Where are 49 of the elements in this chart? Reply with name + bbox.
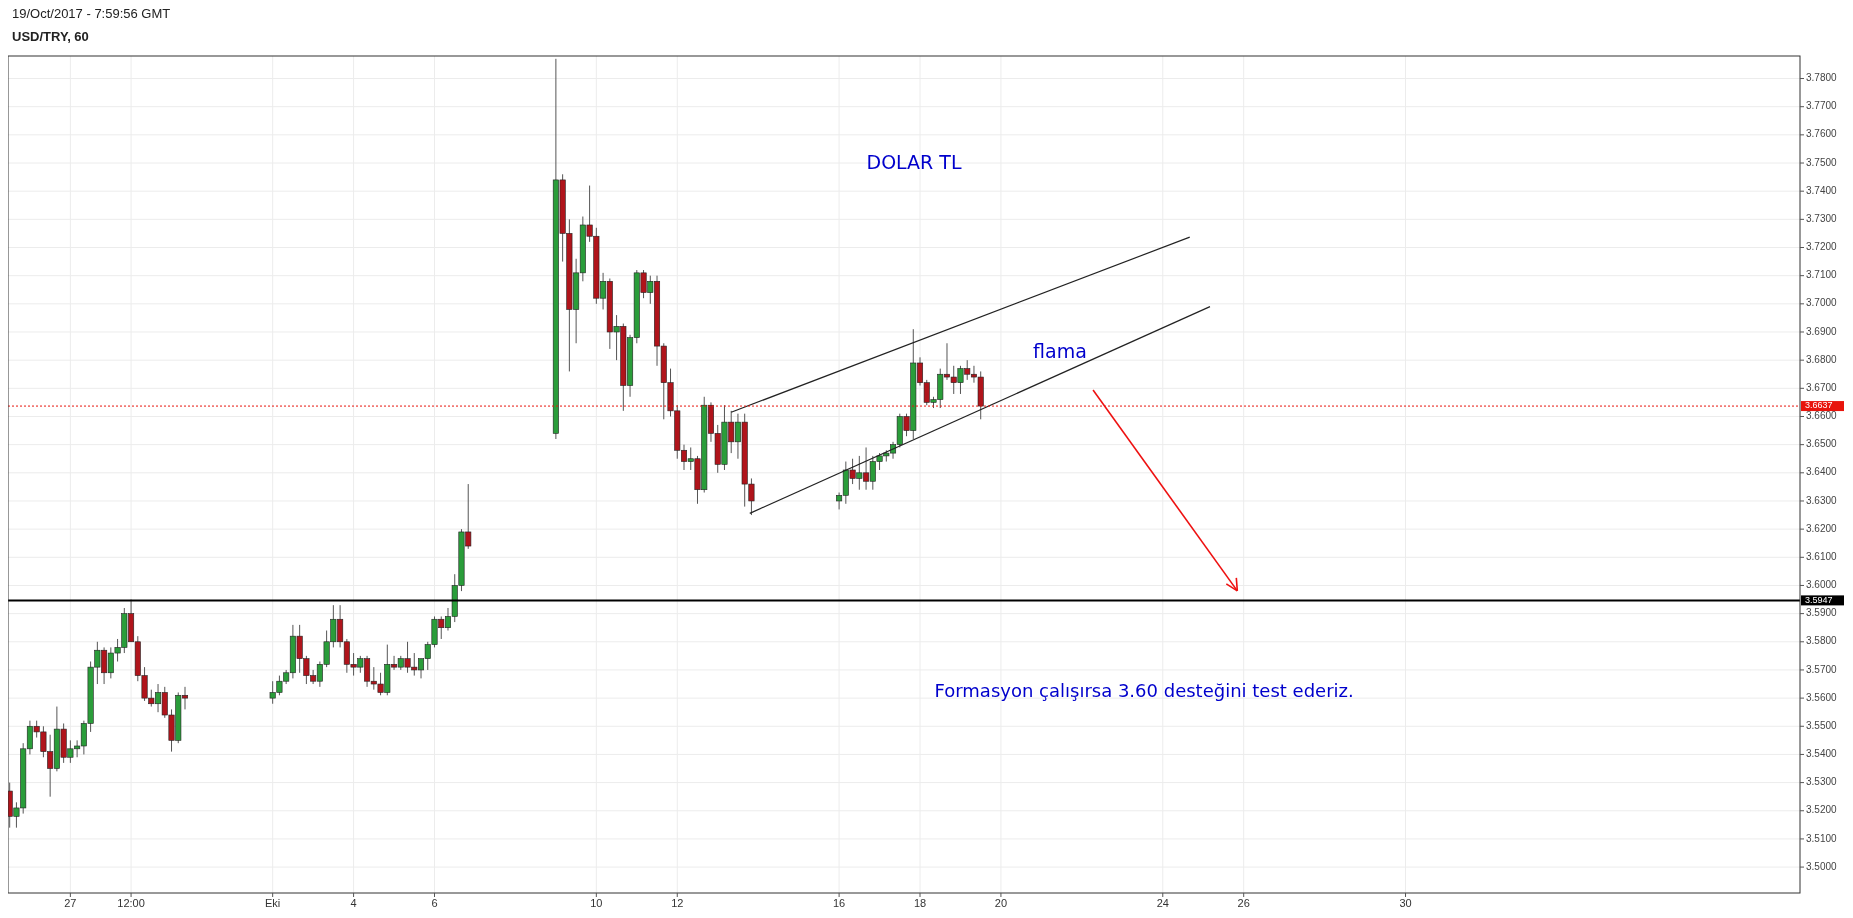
x-tick-label: 26 bbox=[1237, 897, 1250, 909]
y-tick-label: 3.5000 bbox=[1806, 860, 1838, 872]
y-tick-label: 3.7300 bbox=[1806, 212, 1838, 224]
y-tick-label: 3.5600 bbox=[1806, 691, 1838, 703]
y-tick-label: 3.7100 bbox=[1806, 269, 1838, 281]
y-tick-label: 3.7500 bbox=[1806, 156, 1838, 168]
y-tick-label: 3.6900 bbox=[1806, 325, 1838, 337]
x-tick-label: 30 bbox=[1399, 897, 1412, 909]
x-tick-label: 18 bbox=[913, 897, 927, 909]
y-tick-label: 3.6400 bbox=[1806, 466, 1838, 478]
y-tick-label: 3.6800 bbox=[1806, 353, 1838, 365]
x-tick-label: 20 bbox=[994, 897, 1008, 909]
x-tick-label: Eki bbox=[265, 897, 281, 909]
y-tick-label: 3.6000 bbox=[1806, 579, 1838, 591]
y-tick-label: 3.7200 bbox=[1806, 241, 1838, 253]
y-tick-label: 3.6300 bbox=[1806, 494, 1838, 506]
x-tick-label: 4 bbox=[350, 897, 357, 909]
y-tick-label: 3.5200 bbox=[1806, 804, 1838, 816]
y-tick-label: 3.5400 bbox=[1806, 748, 1838, 760]
y-tick-label: 3.6100 bbox=[1806, 550, 1838, 562]
y-tick-label: 3.5700 bbox=[1806, 663, 1838, 675]
ref-line-label: 3.6637 bbox=[1805, 400, 1833, 411]
y-tick-label: 3.7000 bbox=[1806, 297, 1838, 309]
x-tick-label: 12:00 bbox=[117, 897, 145, 909]
annotation: flama bbox=[1033, 339, 1087, 362]
y-tick-label: 3.7800 bbox=[1806, 72, 1838, 84]
y-tick-label: 3.7400 bbox=[1806, 184, 1838, 196]
chart-title: USD/TRY, 60 bbox=[12, 29, 89, 44]
chart-subtitle: 19/Oct/2017 - 7:59:56 GMT bbox=[12, 6, 171, 21]
x-tick-label: 6 bbox=[431, 897, 438, 909]
y-tick-label: 3.6700 bbox=[1806, 381, 1838, 393]
x-tick-label: 10 bbox=[590, 897, 603, 909]
x-tick-label: 16 bbox=[832, 897, 846, 909]
y-tick-label: 3.6200 bbox=[1806, 522, 1838, 534]
y-tick-label: 3.5300 bbox=[1806, 776, 1838, 788]
annotation: DOLAR TL bbox=[866, 150, 962, 173]
y-tick-label: 3.5500 bbox=[1806, 719, 1838, 731]
ref-line-label: 3.5947 bbox=[1805, 594, 1833, 605]
x-tick-label: 27 bbox=[64, 897, 77, 909]
y-tick-label: 3.6600 bbox=[1806, 410, 1838, 422]
y-tick-label: 3.6500 bbox=[1806, 438, 1838, 450]
x-tick-label: 12 bbox=[671, 897, 684, 909]
y-tick-label: 3.7600 bbox=[1806, 128, 1838, 140]
annotation: Formasyon çalışırsa 3.60 desteğini test ederiz. bbox=[934, 680, 1354, 702]
y-tick-label: 3.7700 bbox=[1806, 100, 1838, 112]
y-tick-label: 3.5100 bbox=[1806, 832, 1838, 844]
y-tick-label: 3.5800 bbox=[1806, 635, 1838, 647]
y-tick-label: 3.5900 bbox=[1806, 607, 1838, 619]
x-tick-label: 24 bbox=[1156, 897, 1169, 909]
